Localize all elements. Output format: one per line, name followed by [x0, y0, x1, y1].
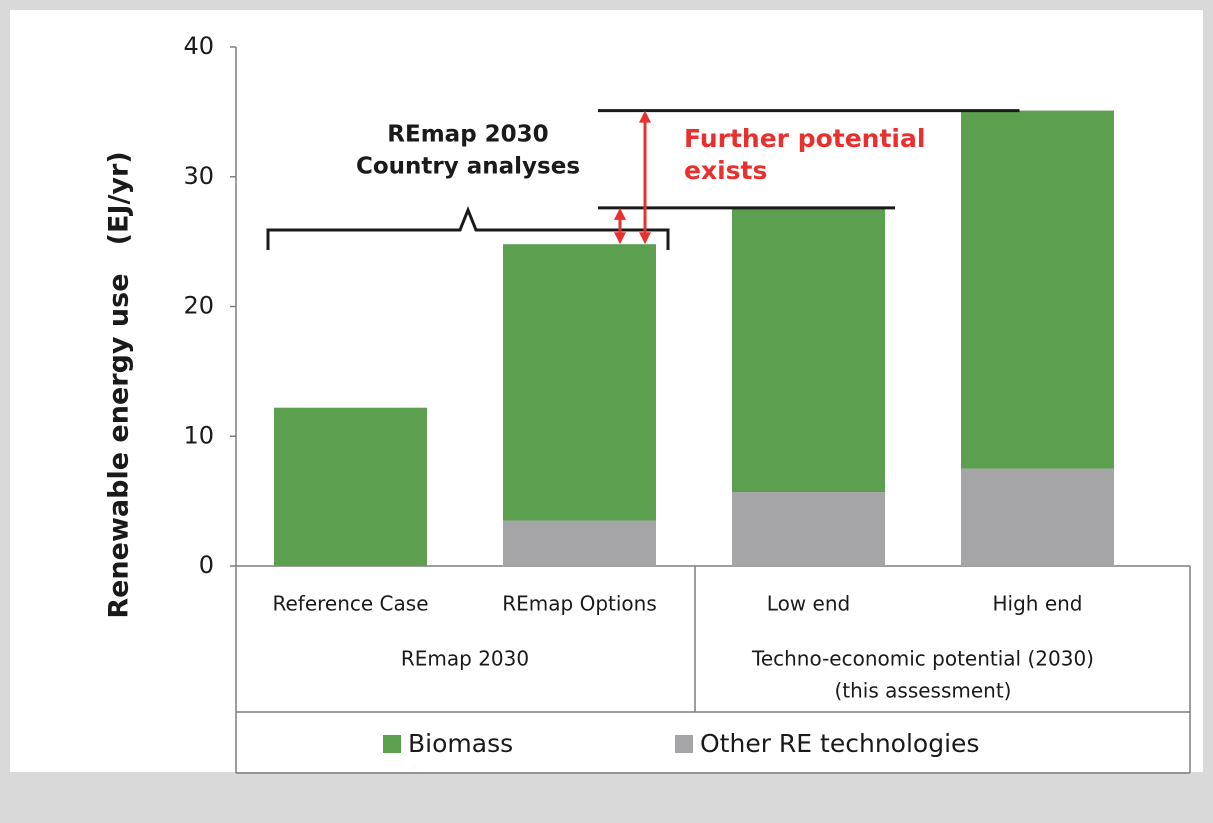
arrow-head — [639, 232, 651, 245]
y-tick-label: 20 — [183, 292, 214, 320]
bar-segment — [732, 207, 885, 493]
y-tick-label: 40 — [183, 32, 214, 60]
bracket — [266, 205, 670, 250]
bar-segment — [503, 244, 656, 521]
arrow-head — [614, 207, 626, 220]
bar-segment — [961, 110, 1114, 469]
y-axis-title: Renewable energy use (EJ/yr) — [104, 151, 135, 618]
arrow-head — [614, 232, 626, 245]
y-tick-label: 30 — [183, 162, 214, 190]
bar-segment — [503, 520, 656, 566]
annotation: Further potential — [684, 124, 925, 153]
bar-segment — [274, 407, 427, 566]
annotation: REmap 2030 — [387, 122, 548, 148]
bar-segment — [961, 468, 1114, 566]
group-label: REmap 2030 — [401, 647, 529, 671]
arrow-head — [639, 110, 651, 123]
bar-segment — [732, 492, 885, 566]
group-label: Techno-economic potential (2030) — [751, 647, 1094, 671]
y-tick-label: 0 — [199, 551, 214, 579]
x-tick-label: High end — [993, 592, 1083, 616]
group-label: (this assessment) — [834, 679, 1011, 703]
y-tick-label: 10 — [183, 421, 214, 449]
legend-swatch — [675, 735, 693, 753]
legend-label: Other RE technologies — [700, 729, 979, 758]
x-tick-label: Reference Case — [272, 592, 428, 616]
x-tick-label: REmap Options — [502, 592, 657, 616]
x-tick-label: Low end — [767, 592, 850, 616]
legend-swatch — [383, 735, 401, 753]
annotation: Country analyses — [356, 154, 580, 180]
legend-label: Biomass — [408, 729, 513, 758]
annotation: exists — [684, 156, 767, 185]
